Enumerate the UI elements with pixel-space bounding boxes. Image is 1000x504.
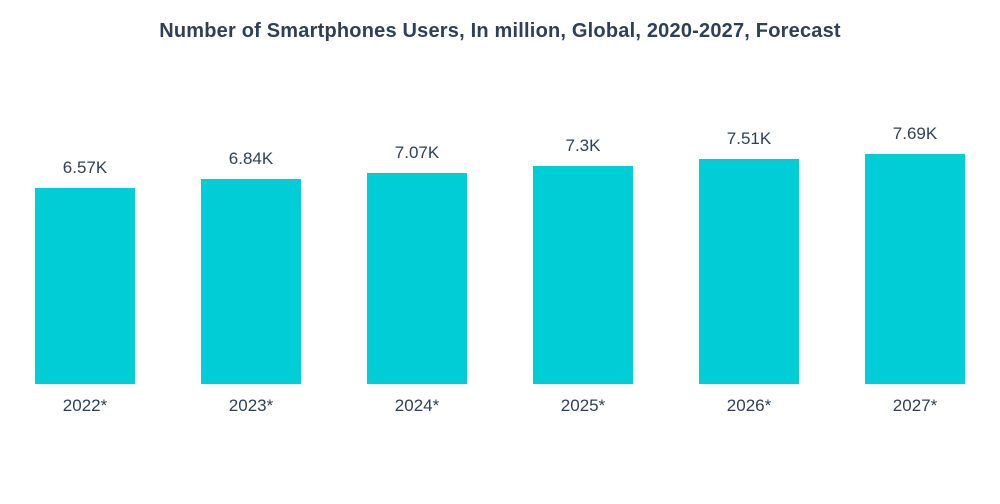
bar-value-label: 6.57K xyxy=(62,157,108,177)
x-axis-label: 2027* xyxy=(892,396,938,415)
x-axis-label: 2025* xyxy=(560,396,606,415)
bar xyxy=(201,179,301,384)
bar-chart-plot-area: 6.57K 2022* 6.84K 2023* 7.07K 2024* 7.3K 2025* 7… xyxy=(0,106,1000,416)
x-axis-label: 2026* xyxy=(726,396,772,415)
bar-value-label: 7.07K xyxy=(394,142,440,162)
x-axis-label: 2023* xyxy=(228,396,274,415)
bar-group: 6.57K 2022* xyxy=(35,158,135,417)
bar-group: 7.3K 2025* xyxy=(533,136,633,416)
bar xyxy=(699,159,799,384)
bar-group: 7.51K 2026* xyxy=(699,129,799,416)
bar-value-label: 7.51K xyxy=(726,129,772,149)
bar-group: 6.84K 2023* xyxy=(201,149,301,416)
bar xyxy=(865,154,965,384)
bar xyxy=(35,187,135,384)
bar-value-label: 6.84K xyxy=(228,149,274,169)
x-axis-label: 2024* xyxy=(394,396,440,415)
bar-value-label: 7.3K xyxy=(565,135,601,155)
bar-group: 7.69K 2027* xyxy=(865,124,965,416)
bar-group: 7.07K 2024* xyxy=(367,143,467,416)
bar-value-label: 7.69K xyxy=(892,124,938,143)
bar xyxy=(367,172,467,384)
bar xyxy=(533,165,633,384)
x-axis-label: 2022* xyxy=(62,396,108,415)
chart-title: Number of Smartphones Users, In million,… xyxy=(159,20,841,42)
